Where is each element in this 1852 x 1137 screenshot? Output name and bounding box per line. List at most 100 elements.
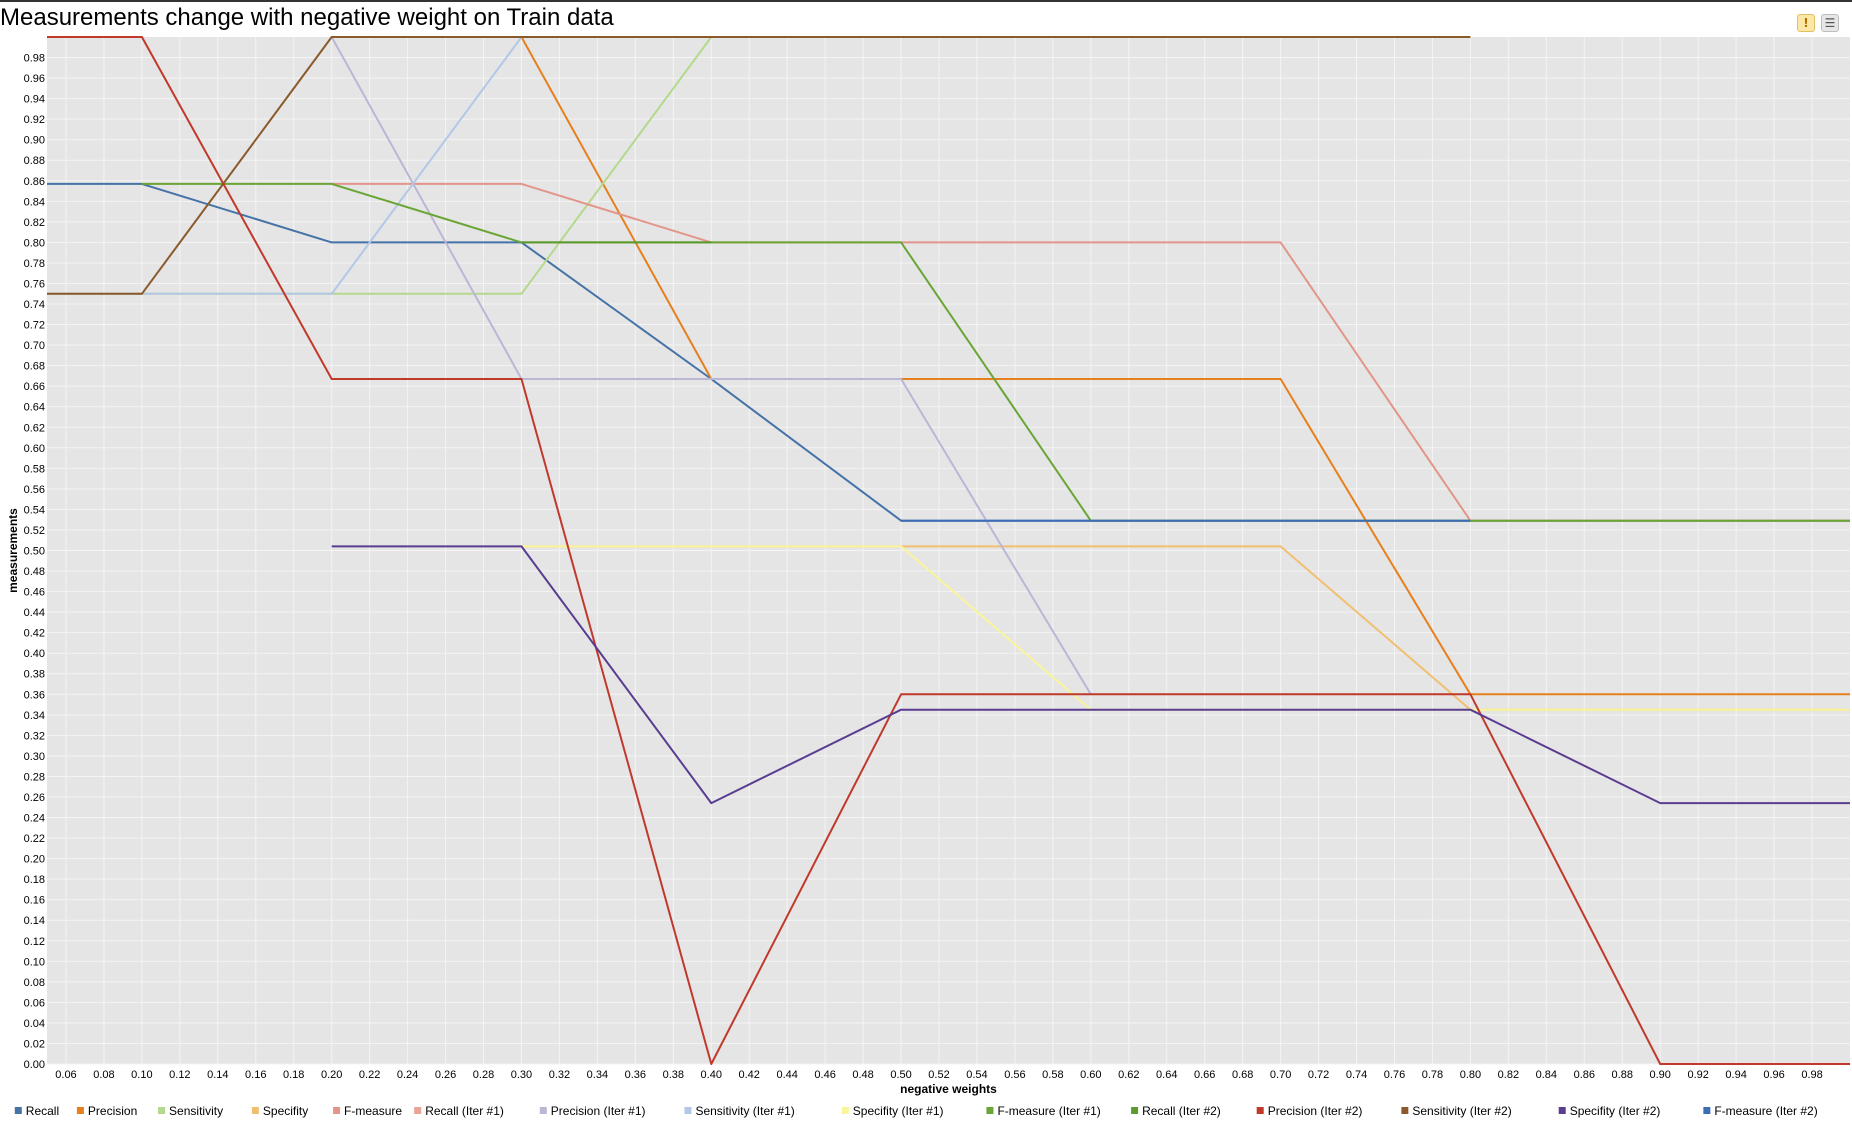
y-tick-label: 0.12 [24, 936, 45, 948]
legend-item[interactable]: F-measure [333, 1104, 402, 1118]
x-tick-label: 0.80 [1460, 1069, 1481, 1081]
chart-title: Measurements change with negative weight… [0, 4, 614, 31]
y-tick-label: 0.16 [24, 895, 45, 907]
y-tick-label: 0.84 [24, 196, 45, 208]
x-tick-label: 0.94 [1725, 1069, 1746, 1081]
x-tick-label: 0.46 [814, 1069, 835, 1081]
x-tick-label: 0.36 [625, 1069, 646, 1081]
y-tick-label: 0.44 [24, 607, 45, 619]
legend-label: Sensitivity (Iter #2) [1412, 1104, 1511, 1118]
x-tick-label: 0.28 [473, 1069, 494, 1081]
y-tick-label: 0.94 [24, 94, 45, 106]
legend: Recall Precision Sensitivity Specifity F-mea… [14, 1104, 1818, 1118]
legend-item[interactable]: Specifity (Iter #2) [1558, 1104, 1661, 1118]
x-tick-label: 0.76 [1384, 1069, 1405, 1081]
series-line-sensitivity-iter-2 [47, 36, 1471, 295]
legend-item[interactable]: Precision (Iter #2) [1256, 1104, 1363, 1118]
y-tick-label: 0.92 [24, 114, 45, 126]
legend-label: Recall (Iter #2) [1142, 1104, 1221, 1118]
y-tick-label: 0.50 [24, 546, 45, 558]
legend-item[interactable]: F-measure (Iter #1) [986, 1104, 1101, 1118]
x-tick-label: 0.74 [1346, 1069, 1367, 1081]
y-tick-label: 0.76 [24, 278, 45, 290]
series-line-specifity-iter-2 [331, 545, 1850, 805]
x-tick-label: 0.88 [1612, 1069, 1633, 1081]
x-axis-label: negative weights [900, 1082, 997, 1096]
x-tick-label: 0.50 [890, 1069, 911, 1081]
x-tick-label: 0.26 [435, 1069, 456, 1081]
legend-label: Specifity (Iter #2) [1570, 1104, 1661, 1118]
x-tick-label: 0.84 [1536, 1069, 1557, 1081]
x-tick-label: 0.64 [1156, 1069, 1177, 1081]
y-tick-label: 0.98 [24, 53, 45, 65]
legend-swatch [1703, 1107, 1711, 1114]
legend-swatch [333, 1107, 341, 1114]
legend-item[interactable]: Precision [76, 1104, 137, 1118]
y-tick-label: 0.66 [24, 381, 45, 393]
legend-item[interactable]: Sensitivity (Iter #2) [1401, 1104, 1512, 1118]
legend-item[interactable]: Sensitivity (Iter #1) [684, 1104, 795, 1118]
y-tick-label: 0.90 [24, 135, 45, 147]
y-tick-label: 0.00 [24, 1059, 45, 1071]
x-tick-label: 0.42 [739, 1069, 760, 1081]
x-tick-label: 0.40 [701, 1069, 722, 1081]
legend-swatch [684, 1107, 692, 1114]
x-tick-label: 0.54 [966, 1069, 987, 1081]
legend-label: Precision (Iter #2) [1268, 1104, 1363, 1118]
y-tick-label: 0.36 [24, 689, 45, 701]
warning-icon[interactable]: ! [1797, 14, 1815, 32]
legend-item[interactable]: Recall [14, 1104, 59, 1118]
x-tick-label: 0.12 [169, 1069, 190, 1081]
y-tick-label: 0.70 [24, 340, 45, 352]
y-tick-label: 0.52 [24, 525, 45, 537]
y-tick-label: 0.40 [24, 648, 45, 660]
x-tick-label: 0.16 [245, 1069, 266, 1081]
legend-swatch [986, 1107, 994, 1114]
y-tick-label: 0.58 [24, 463, 45, 475]
y-tick-label: 0.14 [24, 915, 45, 927]
legend-swatch [14, 1107, 22, 1114]
grid-lines [47, 37, 1850, 1065]
legend-label: Specifity (Iter #1) [853, 1104, 944, 1118]
x-tick-label: 0.68 [1232, 1069, 1253, 1081]
legend-label: Sensitivity (Iter #1) [695, 1104, 794, 1118]
legend-swatch [1131, 1107, 1139, 1114]
y-tick-label: 0.62 [24, 422, 45, 434]
x-tick-label: 0.32 [549, 1069, 570, 1081]
y-tick-label: 0.86 [24, 176, 45, 188]
legend-item[interactable]: Sensitivity [158, 1104, 223, 1118]
legend-swatch [1256, 1107, 1264, 1114]
y-axis-ticks: 0.00 0.02 0.04 0.06 0.08 0.10 0.12 0.14 0.16 0.18… [24, 53, 45, 1071]
series-layer [47, 36, 1850, 1065]
x-tick-label: 0.92 [1687, 1069, 1708, 1081]
legend-item[interactable]: Recall (Iter #1) [414, 1104, 504, 1118]
legend-item[interactable]: F-measure (Iter #2) [1703, 1104, 1818, 1118]
menu-icon[interactable]: ☰ [1821, 14, 1839, 32]
y-tick-label: 0.22 [24, 833, 45, 845]
y-tick-label: 0.88 [24, 155, 45, 167]
y-tick-label: 0.18 [24, 874, 45, 886]
x-tick-label: 0.24 [397, 1069, 418, 1081]
x-tick-label: 0.52 [928, 1069, 949, 1081]
legend-item[interactable]: Specifity [251, 1104, 308, 1118]
x-tick-label: 0.78 [1422, 1069, 1443, 1081]
x-tick-label: 0.06 [55, 1069, 76, 1081]
y-tick-label: 0.04 [24, 1018, 45, 1030]
y-tick-label: 0.30 [24, 751, 45, 763]
x-tick-label: 0.08 [93, 1069, 114, 1081]
x-tick-label: 0.38 [663, 1069, 684, 1081]
y-tick-label: 0.68 [24, 361, 45, 373]
x-tick-label: 0.72 [1308, 1069, 1329, 1081]
legend-swatch [414, 1107, 422, 1114]
legend-item[interactable]: Specifity (Iter #1) [841, 1104, 944, 1118]
legend-item[interactable]: Recall (Iter #2) [1131, 1104, 1221, 1118]
x-tick-label: 0.48 [852, 1069, 873, 1081]
legend-label: F-measure [344, 1104, 402, 1118]
x-tick-label: 0.60 [1080, 1069, 1101, 1081]
x-tick-label: 0.56 [1004, 1069, 1025, 1081]
y-tick-label: 0.72 [24, 320, 45, 332]
legend-swatch [158, 1107, 166, 1114]
legend-item[interactable]: Precision (Iter #1) [539, 1104, 646, 1118]
y-tick-label: 0.56 [24, 484, 45, 496]
